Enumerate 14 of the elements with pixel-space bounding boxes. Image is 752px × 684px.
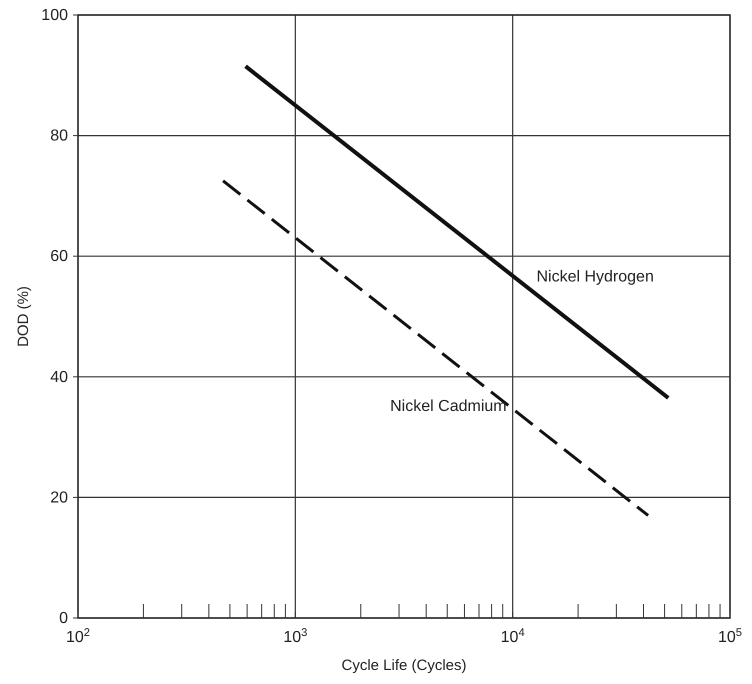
- y-tick-label: 60: [50, 248, 68, 266]
- x-axis-title: Cycle Life (Cycles): [341, 657, 467, 674]
- x-tick-label: 10$^{3}$: [283, 627, 308, 646]
- x-tick-label: 10$^{5}$: [718, 627, 742, 646]
- y-tick-label: 20: [50, 489, 68, 506]
- series-label: Nickel Hydrogen: [536, 268, 654, 286]
- x-tick-label: 10$^{4}$: [500, 627, 525, 646]
- y-tick-label: 0: [59, 610, 68, 627]
- x-tick-label: 10$^{2}$: [66, 627, 90, 646]
- series-label: Nickel Cadmium: [390, 398, 507, 416]
- y-tick-label: 100: [41, 7, 68, 24]
- y-tick-label: 80: [50, 128, 68, 145]
- y-axis-title: DOD (%): [15, 286, 32, 347]
- y-tick-label: 40: [50, 368, 68, 386]
